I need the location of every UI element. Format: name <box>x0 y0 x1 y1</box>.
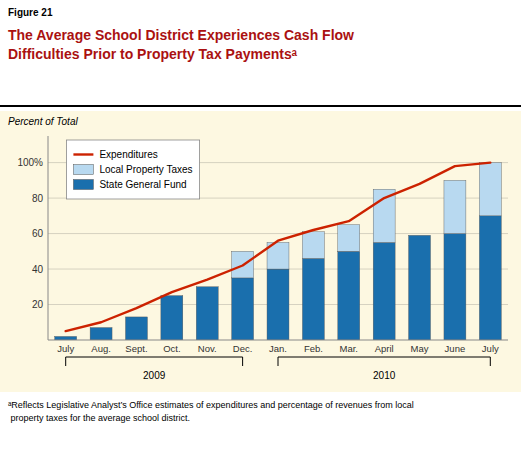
legend-swatch <box>73 180 93 190</box>
y-tick-label: 100% <box>17 157 43 168</box>
y-axis-label: Percent of Total <box>8 116 78 127</box>
bar <box>338 225 360 252</box>
x-tick-label: Aug. <box>91 343 111 354</box>
x-tick-label: April <box>375 343 394 354</box>
header-rule <box>0 105 521 107</box>
bar <box>267 269 289 340</box>
bar <box>444 234 466 340</box>
bar <box>55 336 77 337</box>
bar <box>55 336 77 340</box>
x-tick-label: Mar. <box>340 343 358 354</box>
bar <box>196 286 218 287</box>
bar <box>125 316 147 317</box>
bar <box>302 258 324 340</box>
bar <box>90 328 112 340</box>
y-tick-label: 60 <box>32 228 44 239</box>
y-tick-label: 20 <box>32 299 44 310</box>
year-bracket <box>66 357 243 366</box>
legend-swatch <box>73 153 93 155</box>
page-background <box>0 0 521 462</box>
y-axis-line <box>48 136 49 340</box>
legend-box <box>66 140 199 199</box>
x-tick-label: Sept. <box>125 343 147 354</box>
title-line: Difficulties Prior to Property Tax Payme… <box>8 46 298 62</box>
bar <box>444 180 466 233</box>
bar <box>409 235 431 236</box>
year-label: 2009 <box>143 370 166 381</box>
bar <box>302 232 324 259</box>
bar <box>196 287 218 340</box>
x-tick-label: Feb. <box>304 343 323 354</box>
title-line: The Average School District Experiences … <box>8 27 354 43</box>
title: The Average School District Experiences … <box>8 27 354 62</box>
footnote-line: ᵃReflects Legislative Analyst’s Office e… <box>8 400 414 410</box>
grid-line <box>48 233 508 234</box>
bar <box>90 327 112 328</box>
figure-label: Figure 21 <box>8 7 53 18</box>
bar <box>479 216 501 340</box>
chart-background <box>0 111 521 392</box>
x-tick-label: Oct. <box>163 343 180 354</box>
y-tick-label: 40 <box>32 264 44 275</box>
legend-label: Expenditures <box>99 149 157 160</box>
year-bracket <box>278 357 490 366</box>
bar <box>161 296 183 340</box>
bar <box>125 317 147 340</box>
x-tick-label: Jan. <box>269 343 287 354</box>
chart: Figure 21 The Average School District Exp… <box>0 0 521 462</box>
bar <box>409 235 431 340</box>
legend-swatch <box>73 165 93 175</box>
bar <box>479 163 501 216</box>
x-tick-label: July <box>482 343 499 354</box>
legend-label: Local Property Taxes <box>99 164 192 175</box>
footnote: ᵃReflects Legislative Analyst’s Office e… <box>8 400 414 423</box>
marks <box>55 163 502 340</box>
bar <box>338 251 360 340</box>
x-tick-label: Dec. <box>233 343 253 354</box>
x-tick-label: July <box>57 343 74 354</box>
y-tick-label: 80 <box>32 193 44 204</box>
x-tick-label: May <box>411 343 429 354</box>
bar <box>232 278 254 340</box>
legend-label: State General Fund <box>99 179 186 190</box>
x-tick-label: June <box>445 343 466 354</box>
x-tick-label: Nov. <box>198 343 217 354</box>
footnote-line: property taxes for the average school di… <box>8 413 190 423</box>
x-axis-line <box>48 340 508 341</box>
line <box>66 163 491 332</box>
bar <box>373 242 395 340</box>
year-label: 2010 <box>373 370 396 381</box>
legend: Expenditures Local Property Taxes State Ge… <box>66 140 199 199</box>
